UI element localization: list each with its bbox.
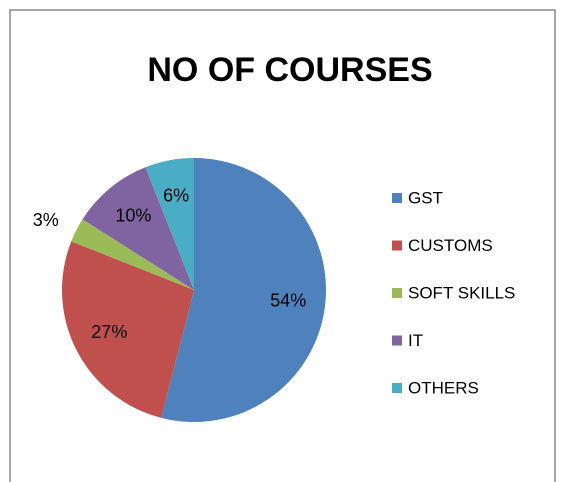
chart-title: NO OF COURSES [147,51,432,89]
data-label: 10% [115,206,151,226]
pie-slice [161,158,327,422]
legend-swatch [392,335,402,346]
pie-slice [71,219,194,290]
data-label: 6% [163,185,189,205]
legend-label: CUSTOMS [408,236,493,255]
legend-swatch [392,193,402,203]
legend-label: OTHERS [408,378,479,397]
legend-swatch [392,383,402,393]
legend-swatch [392,288,402,298]
chart-frame [9,9,556,482]
pie-slice [62,241,195,418]
pie-slice [145,158,194,290]
data-label: 3% [33,210,59,230]
legend-swatch [392,240,402,251]
legend-label: GST [408,188,443,207]
data-label: 54% [270,291,306,311]
data-label: 27% [91,322,127,342]
pie-slice [82,167,194,290]
legend-label: IT [408,331,423,350]
legend-label: SOFT SKILLS [408,283,515,302]
